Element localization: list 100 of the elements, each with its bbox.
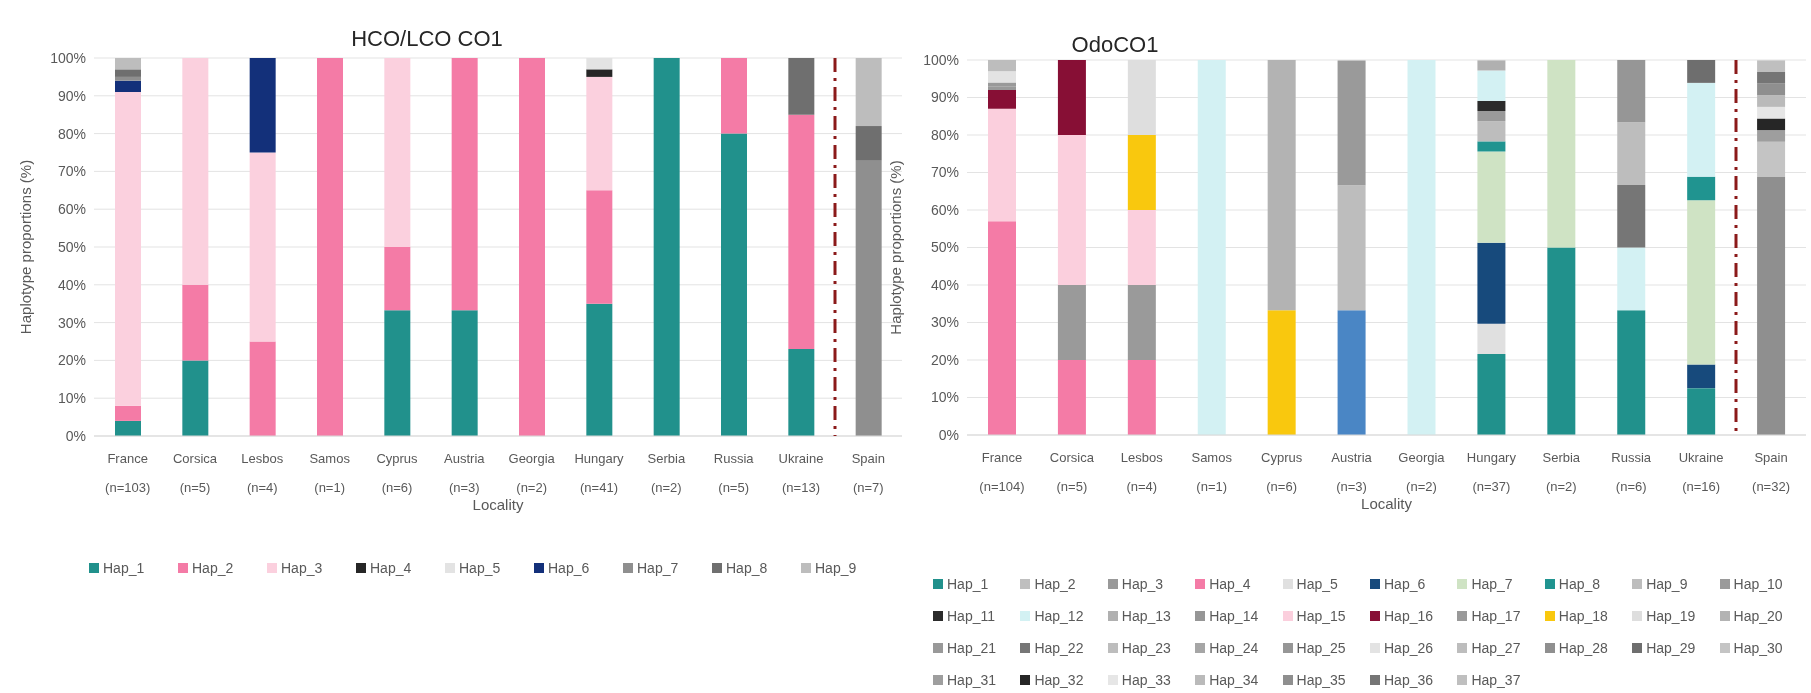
x-tick-label: Austria (n=3) [444, 451, 486, 495]
legend-label: Hap_5 [459, 560, 501, 576]
bar [1687, 364, 1716, 389]
bar [384, 247, 411, 311]
x-tick-label: Ukraine (n=13) [778, 451, 824, 495]
bar [988, 221, 1016, 435]
bar [1477, 354, 1506, 435]
bar [1617, 184, 1646, 248]
legend-label: Hap_25 [1296, 640, 1346, 656]
bar [519, 58, 545, 436]
bar [1407, 60, 1436, 435]
y-tick-label: 100% [50, 49, 86, 66]
bar [1267, 310, 1296, 435]
bar [1337, 310, 1366, 435]
y-tick-label: 70% [57, 163, 86, 180]
bar [586, 190, 613, 304]
x-tick-label: France (n=103) [105, 451, 151, 495]
bar [988, 71, 1016, 83]
bar [586, 303, 613, 436]
bar [1477, 121, 1506, 142]
x-tick-label: Samos (n=1) [309, 451, 351, 495]
bar [115, 76, 141, 81]
bar [1617, 122, 1646, 185]
bar [1547, 60, 1576, 248]
x-tick-label: Lesbos (n=4) [241, 451, 284, 495]
bar [451, 310, 478, 436]
x-tick-label: Serbia (n=2) [647, 451, 686, 495]
legend-label: Hap_32 [1034, 672, 1084, 688]
y-axis-title: Haplotype proportions (%) [886, 160, 904, 335]
bar [1337, 185, 1366, 311]
x-tick-label: Ukraine (n=16) [1678, 450, 1724, 494]
legend-label: Hap_7 [1471, 576, 1513, 592]
bar [988, 86, 1016, 90]
bar [1757, 95, 1786, 107]
y-tick-label: 0% [938, 426, 959, 443]
legend-label: Hap_27 [1471, 640, 1521, 656]
legend-label: Hap_18 [1558, 608, 1608, 624]
legend-label: Hap_5 [1296, 576, 1338, 592]
bar [451, 58, 478, 311]
y-tick-label: 40% [930, 276, 959, 293]
bar [586, 76, 613, 191]
legend-label: Hap_6 [1384, 576, 1426, 592]
bar [1477, 151, 1506, 243]
legend-label: Hap_26 [1384, 640, 1434, 656]
bar [115, 92, 141, 406]
bar [788, 58, 815, 115]
bar [249, 58, 276, 153]
bar [855, 160, 882, 436]
legend-label: Hap_3 [1121, 576, 1164, 592]
x-tick-label: Spain (n=7) [851, 451, 885, 495]
bar [988, 90, 1016, 109]
bar [1477, 141, 1506, 152]
legend-label: Hap_33 [1121, 672, 1171, 688]
y-tick-label: 10% [57, 390, 86, 407]
bar [1687, 388, 1716, 435]
legend-label: Hap_30 [1733, 640, 1783, 656]
y-tick-label: 50% [930, 239, 959, 256]
legend-label: Hap_2 [192, 560, 234, 576]
bar [115, 69, 141, 77]
x-tick-label: France (n=104) [979, 450, 1025, 494]
y-tick-label: 30% [57, 314, 86, 331]
legend-label: Hap_35 [1296, 672, 1346, 688]
bar [855, 126, 882, 161]
bar [788, 114, 815, 350]
bar [182, 58, 209, 285]
bar [1547, 247, 1576, 435]
legend-label: Hap_36 [1384, 672, 1434, 688]
bar [115, 420, 141, 436]
y-tick-label: 90% [57, 87, 86, 104]
bar [586, 69, 613, 77]
bar [1127, 360, 1156, 435]
legend-label: Hap_8 [1558, 576, 1601, 592]
bar [1477, 100, 1506, 111]
legend-label: Hap_10 [1733, 576, 1783, 592]
bar [1127, 210, 1156, 285]
bar [1757, 130, 1786, 142]
x-axis-title: Locality [1361, 495, 1413, 512]
y-tick-label: 80% [57, 125, 86, 142]
bar [182, 360, 209, 436]
legend-label: Hap_11 [947, 608, 996, 624]
y-tick-label: 70% [930, 164, 959, 181]
y-tick-label: 30% [930, 314, 959, 331]
bar [115, 405, 141, 421]
bar [1687, 200, 1716, 365]
legend-label: Hap_9 [815, 560, 857, 576]
y-tick-label: 50% [57, 238, 86, 255]
legend-label: Hap_4 [370, 560, 412, 576]
legend-label: Hap_22 [1034, 640, 1084, 656]
legend-label: Hap_37 [1471, 672, 1521, 688]
x-axis-title: Locality [472, 496, 524, 513]
legend-label: Hap_1 [103, 560, 145, 576]
bar [1477, 242, 1506, 324]
bar [1757, 83, 1786, 96]
bar [653, 58, 680, 436]
y-tick-label: 80% [930, 126, 959, 143]
legend-label: Hap_6 [548, 560, 590, 576]
bar [1127, 135, 1156, 210]
legend-label: Hap_13 [1121, 608, 1171, 624]
x-tick-label: Georgia (n=2) [1398, 450, 1446, 494]
bar [1057, 360, 1086, 435]
